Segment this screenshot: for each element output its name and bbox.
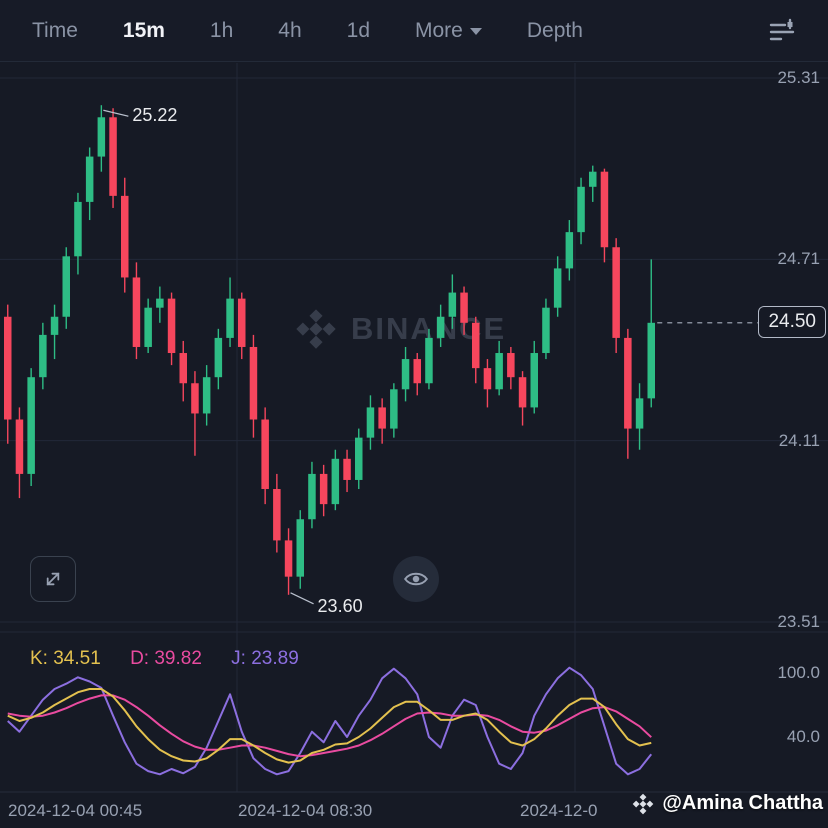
kdj-d-value: D: 39.82 — [130, 648, 202, 669]
timeframe-tabbar: Time 15m 1h 4h 1d More Depth — [0, 0, 828, 62]
kdj-legend: K: 34.51 D: 39.82 J: 23.89 — [30, 648, 323, 670]
price-tick-23-51: 23.51 — [777, 612, 820, 631]
kdj-tick-40: 40.0 — [786, 727, 820, 746]
tab-more-label: More — [415, 18, 463, 42]
chevron-down-icon — [469, 27, 482, 35]
binance-diamond-icon — [633, 793, 654, 814]
time-label-0830: 2024-12-04 08:30 — [238, 801, 373, 820]
binance-logo-icon — [296, 309, 336, 349]
tab-depth[interactable]: Depth — [526, 18, 583, 42]
time-label-truncated: 2024-12-0 — [520, 801, 598, 820]
kdj-j-value: J: 23.89 — [231, 648, 299, 669]
fullscreen-expand-button[interactable] — [30, 556, 76, 602]
price-tick-24-11: 24.11 — [778, 430, 820, 450]
price-tick-24-71: 24.71 — [777, 249, 820, 269]
credit-text: @Amina Chattha — [662, 792, 823, 814]
kdj-tick-100: 100.0 — [777, 663, 820, 682]
credit-watermark: @Amina Chattha — [632, 792, 823, 815]
last-price-tag[interactable]: 24.50 — [758, 305, 826, 338]
time-label-0045: 2024-12-04 00:45 — [8, 801, 143, 820]
high-price-annotation: 25.22 — [132, 105, 178, 126]
eye-icon — [403, 572, 429, 586]
indicator-settings-icon[interactable] — [766, 15, 798, 47]
tab-4h[interactable]: 4h — [278, 18, 302, 42]
tab-time[interactable]: Time — [32, 18, 78, 42]
tab-1h[interactable]: 1h — [209, 18, 234, 42]
kdj-k-value: K: 34.51 — [30, 648, 101, 669]
price-tick-25-31: 25.31 — [777, 68, 820, 87]
tab-1d[interactable]: 1d — [346, 18, 370, 42]
tab-more[interactable]: More — [415, 19, 482, 43]
tab-15m[interactable]: 15m — [122, 18, 165, 42]
expand-arrows-icon — [46, 572, 60, 586]
last-price-value: 24.50 — [768, 310, 816, 332]
visibility-toggle-button[interactable] — [393, 556, 439, 602]
low-price-annotation: 23.60 — [317, 595, 363, 616]
